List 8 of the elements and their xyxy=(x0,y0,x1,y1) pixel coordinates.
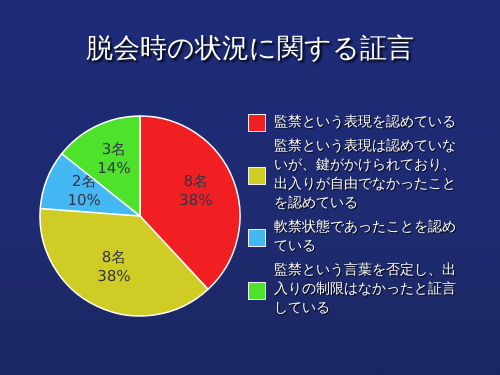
data-label: 3名 14% xyxy=(97,140,131,177)
chart-title: 脱会時の状況に関する証言 xyxy=(85,32,415,66)
legend-label: 監禁という言葉を否定し、出入りの制限はなかったと証言している xyxy=(274,261,457,318)
legend-label: 監禁という表現は認めていないが、鍵がかけられており、出入りが自由でなかったことを認めている xyxy=(274,137,457,213)
slice-label: 監禁という表現を認めている xyxy=(274,112,457,132)
data-label: 8名 38% xyxy=(97,248,131,286)
legend-label: 軟禁状態であったことを認めている xyxy=(274,218,457,256)
data-label: 8名 38% xyxy=(179,172,213,210)
